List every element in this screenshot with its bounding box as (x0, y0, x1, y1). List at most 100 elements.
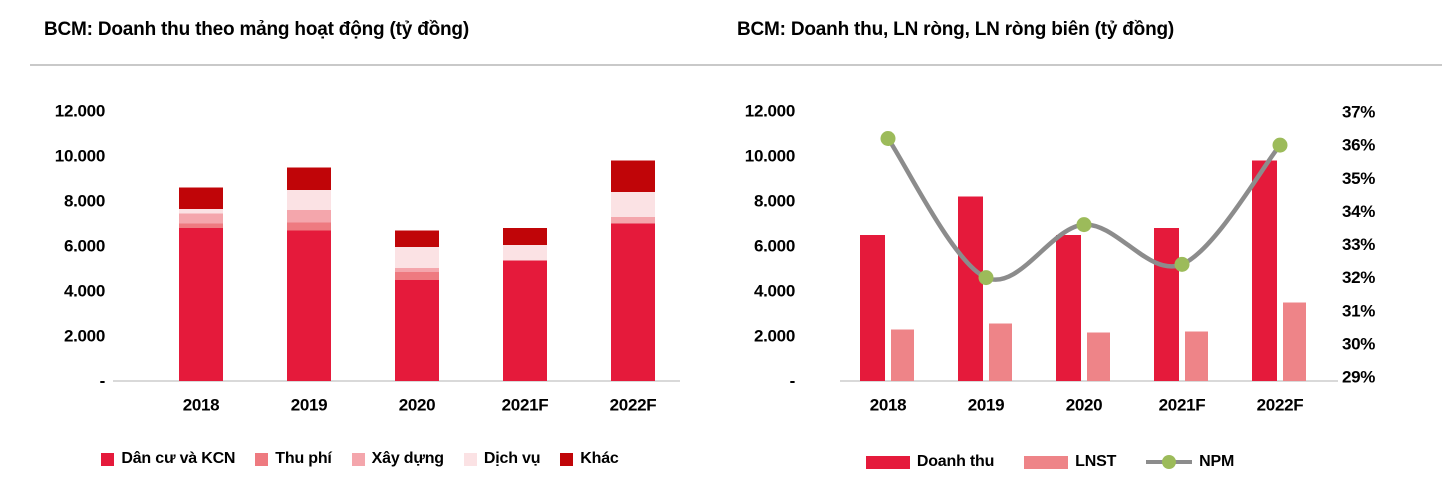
right-x-axis-label: 2020 (1066, 396, 1103, 415)
legend-item-Dân cư và KCN: Dân cư và KCN (101, 450, 235, 468)
right-x-axis-label: 2018 (870, 396, 907, 415)
legend-item-Khác: Khác (560, 450, 619, 468)
legend-item-Doanh thu: Doanh thu (865, 453, 995, 471)
npm-marker (1174, 256, 1190, 272)
stacked-bar-segment (395, 246, 439, 268)
stacked-bar-segment (287, 189, 331, 210)
left-x-axis-label: 2018 (183, 396, 220, 415)
doanh-thu-bar (1056, 234, 1081, 381)
stacked-bar-segment (611, 223, 655, 381)
stacked-bar-segment (503, 244, 547, 261)
legend-label: Doanh thu (916, 453, 995, 470)
npm-marker (978, 270, 994, 286)
legend-label: Khác (580, 450, 619, 467)
lnst-bar (891, 329, 914, 381)
left-y-axis-tick: 8.000 (64, 192, 105, 211)
left-y-axis-tick: 2.000 (64, 327, 105, 346)
npm-line-swatch-icon (1146, 455, 1193, 469)
npm-marker-dot (1162, 455, 1177, 469)
legend-swatch-icon (351, 452, 365, 466)
left-x-axis-label: 2021F (502, 396, 549, 415)
lnst-bar (1185, 331, 1208, 381)
right-chart-left-y-tick: 6.000 (754, 237, 795, 256)
right-chart-right-y-tick: 37% (1342, 103, 1375, 122)
left-x-axis-label: 2020 (399, 396, 436, 415)
stacked-bar-segment (287, 210, 331, 223)
legend-label: Dân cư và KCN (121, 450, 236, 467)
legend-item-Dịch vụ: Dịch vụ (463, 450, 541, 468)
npm-marker (880, 131, 896, 146)
stacked-bar-segment (611, 160, 655, 192)
right-chart-right-y-tick: 29% (1342, 368, 1375, 387)
doanh-thu-bar (1154, 228, 1179, 381)
legend-label: LNST (1075, 453, 1117, 470)
stacked-bar-segment (179, 213, 223, 224)
right-chart-legend: Doanh thu LNST NPM (770, 449, 1330, 475)
doanh-thu-bar (958, 196, 983, 381)
stacked-bar-segment (179, 208, 223, 214)
doanh-thu-bar (1252, 160, 1277, 381)
right-chart-left-y-tick: 10.000 (745, 147, 795, 166)
stacked-bar-segment (395, 279, 439, 381)
stacked-bar-segment (395, 230, 439, 247)
right-chart-right-y-tick: 30% (1342, 334, 1375, 353)
stacked-bar-segment (179, 223, 223, 228)
right-chart-right-y-tick: 36% (1342, 136, 1375, 155)
legend-swatch-icon (865, 455, 910, 469)
stacked-bar-segment (179, 228, 223, 381)
lnst-bar (1087, 332, 1110, 381)
right-x-axis-label: 2022F (1257, 396, 1304, 415)
npm-marker (1272, 137, 1288, 153)
left-x-axis-label: 2022F (610, 396, 657, 415)
stacked-bar-segment (503, 260, 547, 381)
left-x-axis-label: 2019 (291, 396, 328, 415)
stacked-bar-segment (611, 192, 655, 217)
lnst-bar (989, 323, 1012, 381)
npm-line (885, 136, 1283, 282)
right-chart-right-y-tick: 33% (1342, 235, 1375, 254)
legend-swatch-icon (255, 452, 269, 466)
right-x-axis-label: 2019 (968, 396, 1005, 415)
right-chart-right-y-tick: 31% (1342, 301, 1375, 320)
left-y-axis-tick: 6.000 (64, 237, 105, 256)
legend-label: Dịch vụ (483, 450, 541, 467)
npm-marker (1076, 217, 1092, 233)
left-y-axis-tick: 10.000 (55, 147, 105, 166)
right-chart-title: BCM: Doanh thu, LN ròng, LN ròng biên (t… (737, 19, 1175, 40)
right-x-axis-label: 2021F (1159, 396, 1206, 415)
header-rule (30, 64, 1442, 66)
right-chart-left-y-tick: 8.000 (754, 192, 795, 211)
legend-item-Thu phí: Thu phí (255, 450, 332, 468)
stacked-bar-segment (287, 230, 331, 381)
doanh-thu-bar (860, 234, 885, 381)
legend-label: Xây dựng (371, 450, 444, 467)
right-chart-right-y-tick: 32% (1342, 268, 1375, 287)
stacked-bar-segment (503, 228, 547, 245)
legend-label: NPM (1199, 453, 1235, 470)
legend-item-NPM: NPM (1146, 453, 1234, 471)
legend-item-LNST: LNST (1024, 453, 1116, 471)
legend-swatch-icon (463, 452, 477, 466)
legend-swatch-icon (1024, 455, 1069, 469)
legend-swatch-icon (560, 452, 574, 466)
legend-label: Thu phí (275, 450, 332, 467)
left-chart-legend: Dân cư và KCN Thu phí Xây dựng Dịch vụ Khác (30, 447, 690, 471)
right-chart-left-y-tick: 4.000 (754, 282, 795, 301)
lnst-bar (1283, 302, 1306, 381)
legend-item-Xây dựng: Xây dựng (351, 450, 444, 468)
left-y-axis-tick: - (100, 372, 105, 391)
stacked-bar-segment (395, 271, 439, 280)
left-y-axis-tick: 4.000 (64, 282, 105, 301)
legend-swatch-icon (101, 452, 115, 466)
right-chart-left-y-tick: - (790, 372, 795, 391)
stacked-bar-segment (395, 267, 439, 272)
left-y-axis-tick: 12.000 (55, 102, 105, 121)
stacked-bar-segment (611, 216, 655, 224)
stacked-bar-segment (287, 222, 331, 231)
right-chart-right-y-tick: 34% (1342, 202, 1375, 221)
stacked-bar-segment (179, 187, 223, 209)
left-chart-title: BCM: Doanh thu theo mảng hoạt động (tỷ đ… (44, 19, 469, 40)
right-chart-right-y-tick: 35% (1342, 169, 1375, 188)
right-chart-left-y-tick: 12.000 (745, 102, 795, 121)
